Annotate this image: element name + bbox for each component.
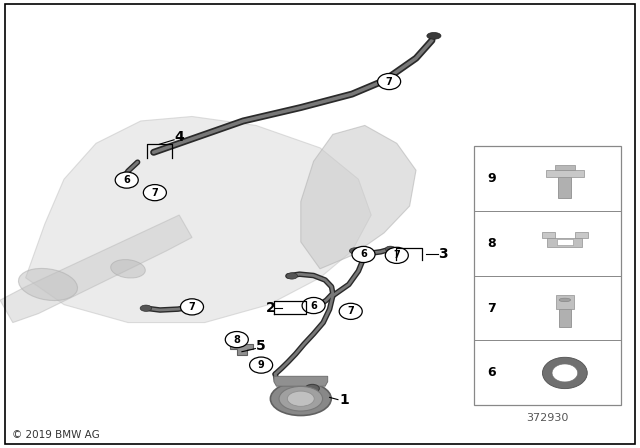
Text: 2: 2	[266, 301, 275, 315]
Text: 5: 5	[256, 339, 266, 353]
Bar	[559, 177, 572, 198]
Polygon shape	[26, 116, 371, 323]
Text: 7: 7	[152, 188, 158, 198]
Text: 7: 7	[394, 250, 400, 260]
Ellipse shape	[305, 384, 319, 392]
Ellipse shape	[559, 298, 571, 302]
Text: 372930: 372930	[526, 413, 568, 423]
Polygon shape	[230, 344, 253, 355]
Circle shape	[385, 247, 408, 263]
Polygon shape	[0, 215, 192, 323]
Ellipse shape	[270, 382, 332, 416]
Ellipse shape	[19, 268, 77, 301]
Circle shape	[180, 299, 204, 315]
Text: 7: 7	[348, 306, 354, 316]
Polygon shape	[274, 376, 328, 386]
Text: 1: 1	[339, 392, 349, 407]
Text: 6: 6	[360, 250, 367, 259]
Bar	[542, 232, 555, 237]
Text: 6: 6	[124, 175, 130, 185]
Text: 7: 7	[386, 77, 392, 86]
Text: 6: 6	[310, 301, 317, 310]
Text: 8: 8	[487, 237, 496, 250]
Bar	[559, 309, 571, 327]
Bar	[556, 296, 574, 309]
Text: 7: 7	[189, 302, 195, 312]
Bar	[555, 165, 575, 169]
Bar	[474, 146, 621, 405]
Text: © 2019 BMW AG: © 2019 BMW AG	[12, 431, 99, 440]
Circle shape	[143, 185, 166, 201]
Ellipse shape	[111, 259, 145, 278]
Ellipse shape	[117, 177, 129, 183]
Text: 9: 9	[487, 172, 496, 185]
Ellipse shape	[349, 248, 361, 254]
Ellipse shape	[279, 386, 323, 411]
Bar	[547, 237, 582, 246]
Polygon shape	[301, 125, 416, 269]
Bar	[546, 169, 584, 177]
Ellipse shape	[427, 32, 441, 39]
Circle shape	[302, 297, 325, 314]
Circle shape	[339, 303, 362, 319]
Ellipse shape	[287, 391, 314, 406]
Text: 8: 8	[234, 335, 240, 345]
Circle shape	[543, 358, 588, 389]
Circle shape	[225, 332, 248, 348]
Bar	[575, 232, 588, 237]
Circle shape	[552, 364, 578, 382]
Circle shape	[115, 172, 138, 188]
Ellipse shape	[286, 273, 298, 279]
Bar	[557, 239, 573, 245]
Text: 7: 7	[487, 302, 496, 314]
Text: 4: 4	[174, 129, 184, 144]
Text: 3: 3	[438, 247, 448, 262]
Ellipse shape	[385, 246, 396, 252]
Ellipse shape	[140, 305, 152, 311]
Circle shape	[352, 246, 375, 263]
Circle shape	[378, 73, 401, 90]
Circle shape	[250, 357, 273, 373]
Text: 6: 6	[487, 366, 496, 379]
Text: 9: 9	[258, 360, 264, 370]
